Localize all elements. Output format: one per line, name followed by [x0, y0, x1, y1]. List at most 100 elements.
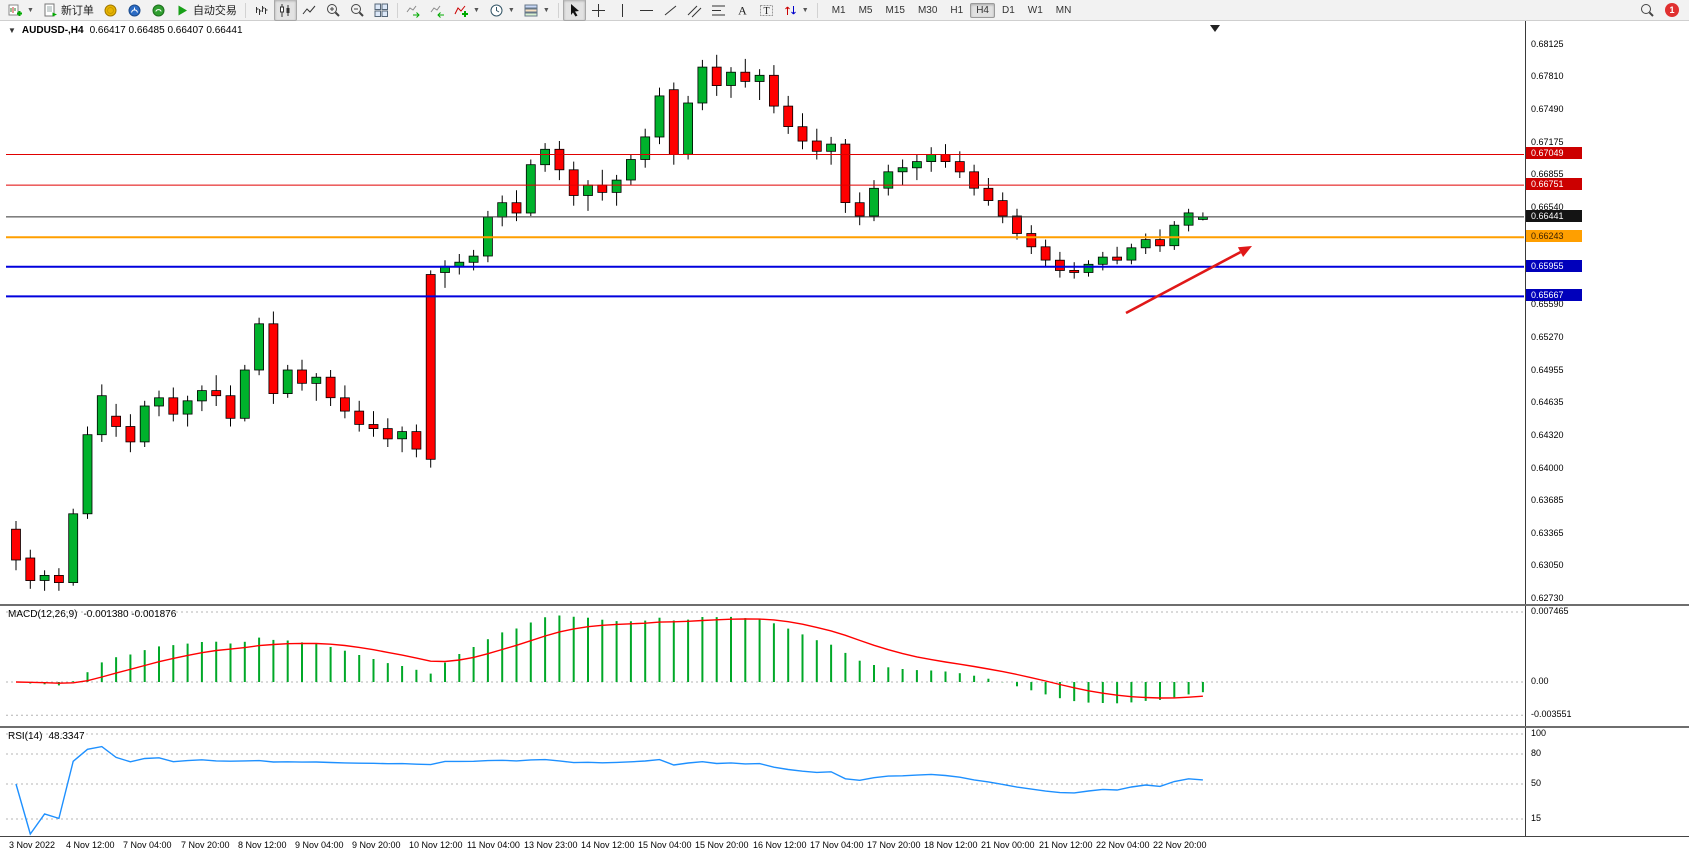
timeframe-d1[interactable]: D1	[1002, 4, 1015, 16]
horizontal-line-button[interactable]	[635, 0, 658, 21]
chevron-down-icon: ▼	[27, 6, 34, 14]
support-button[interactable]	[147, 0, 170, 21]
chart-shift-marker[interactable]	[1210, 25, 1220, 32]
time-tick: 11 Nov 04:00	[467, 840, 520, 850]
trendline-button[interactable]	[659, 0, 682, 21]
candle	[883, 171, 894, 189]
candlestick-chart-button[interactable]	[273, 0, 297, 21]
candle	[654, 95, 665, 138]
arrows-icon	[784, 5, 796, 15]
templates-button[interactable]: ▼	[520, 0, 554, 21]
macd-histogram	[29, 615, 1204, 704]
time-tick: 10 Nov 12:00	[409, 840, 463, 850]
candle	[1183, 212, 1194, 226]
candle	[25, 557, 36, 582]
macd-panel-resize-handle[interactable]	[0, 604, 1689, 606]
candle	[254, 323, 265, 371]
price-tick: 0.66855	[1531, 169, 1564, 179]
candle	[1140, 239, 1151, 249]
candle	[511, 202, 522, 214]
indicators-button[interactable]: ▼	[450, 0, 484, 21]
headset-icon	[152, 4, 165, 16]
timeframe-w1[interactable]: W1	[1027, 4, 1043, 16]
time-axis[interactable]: 3 Nov 2022 4 Nov 12:00 7 Nov 04:00 7 Nov 20…	[6, 838, 1524, 858]
timeframe-m1[interactable]: M1	[831, 4, 846, 16]
tile-windows-icon	[374, 3, 388, 17]
tile-windows-button[interactable]	[370, 0, 393, 21]
toolbar-separator	[557, 2, 559, 18]
rsi-panel-label: RSI(14) 48.3347	[8, 731, 85, 742]
timeframe-mn[interactable]: MN	[1055, 4, 1072, 16]
line-chart-icon	[302, 5, 316, 14]
add-indicator-icon	[454, 5, 468, 17]
search-button[interactable]	[1636, 0, 1659, 21]
new-chart-button[interactable]: ▼	[4, 0, 38, 21]
candle	[111, 415, 121, 427]
macd-current-values: -0.001380 -0.001876	[83, 609, 177, 620]
timeframe-m15[interactable]: M15	[885, 4, 905, 16]
channel-icon	[687, 5, 702, 17]
auto-scroll-button[interactable]	[402, 0, 425, 21]
text-label-icon: T	[759, 4, 773, 17]
candle	[869, 187, 879, 217]
price-axis[interactable]: 0.68125 0.67810 0.67490 0.67175 0.66855 0.665…	[1525, 21, 1689, 836]
vertical-line-button[interactable]	[611, 0, 634, 21]
macd-name: MACD(12,26,9)	[8, 609, 78, 620]
price-tick: 0.67490	[1531, 104, 1564, 114]
chart-plot[interactable]	[6, 21, 1524, 836]
candle	[468, 255, 479, 263]
bar-chart-button[interactable]	[250, 0, 273, 21]
chart-title-row: ▼ AUDUSD-,H4 0.66417 0.66485 0.66407 0.6…	[8, 25, 243, 36]
chart-symbol-period: AUDUSD-,H4	[21, 25, 84, 36]
timeframe-h1[interactable]: H1	[950, 4, 964, 16]
candle	[797, 126, 808, 142]
price-tick: 0.63685	[1531, 495, 1564, 505]
price-level-badge: 0.65667	[1526, 289, 1582, 301]
candle	[39, 575, 50, 581]
time-tick: 17 Nov 20:00	[867, 840, 921, 850]
candle	[54, 575, 64, 584]
crosshair-button[interactable]	[587, 0, 610, 21]
candle	[397, 431, 408, 440]
time-tick: 4 Nov 12:00	[66, 840, 115, 850]
trend-arrow-annotation[interactable]	[1125, 246, 1252, 315]
text-button[interactable]: A	[731, 0, 754, 21]
equidistant-channel-button[interactable]	[683, 0, 706, 21]
candle	[811, 140, 822, 152]
auto-scroll-icon	[406, 5, 420, 18]
text-label-button[interactable]: T	[755, 0, 778, 21]
deposit-button[interactable]	[99, 0, 122, 21]
candle	[554, 148, 565, 171]
cursor-button[interactable]	[562, 0, 586, 21]
rsi-panel-resize-handle[interactable]	[0, 726, 1689, 728]
candle	[997, 200, 1008, 217]
zoom-in-button[interactable]	[322, 0, 345, 21]
chevron-down-icon: ▼	[542, 6, 550, 14]
candle	[783, 105, 794, 127]
candle	[912, 161, 922, 169]
candle	[282, 369, 293, 395]
new-order-button[interactable]: 新订单	[39, 0, 98, 21]
timeframe-h4[interactable]: H4	[970, 2, 995, 18]
zoom-out-button[interactable]	[346, 0, 369, 21]
mql5-community-button[interactable]	[123, 0, 146, 21]
time-tick: 22 Nov 20:00	[1153, 840, 1207, 850]
toolbar: ▼ 新订单 自动交易	[0, 0, 1689, 21]
candle	[168, 397, 179, 415]
autotrading-button[interactable]: 自动交易	[171, 0, 241, 21]
periods-button[interactable]: ▼	[485, 0, 519, 21]
timeframe-m30[interactable]: M30	[917, 4, 938, 16]
candle	[1040, 246, 1051, 261]
svg-text:T: T	[763, 6, 769, 17]
candles-layer	[11, 54, 1208, 591]
one-click-trading-toggle[interactable]: ▼	[8, 26, 16, 35]
fibonacci-button[interactable]	[707, 0, 730, 21]
notification-badge[interactable]: 1	[1665, 3, 1679, 17]
rsi-axis-label: 100	[1531, 728, 1547, 738]
price-tick: 0.67810	[1531, 71, 1564, 81]
chart-shift-button[interactable]	[426, 0, 449, 21]
timeframe-m5[interactable]: M5	[858, 4, 873, 16]
candle	[726, 71, 736, 86]
arrows-button[interactable]: ▼	[779, 0, 813, 21]
line-chart-button[interactable]	[298, 0, 321, 21]
